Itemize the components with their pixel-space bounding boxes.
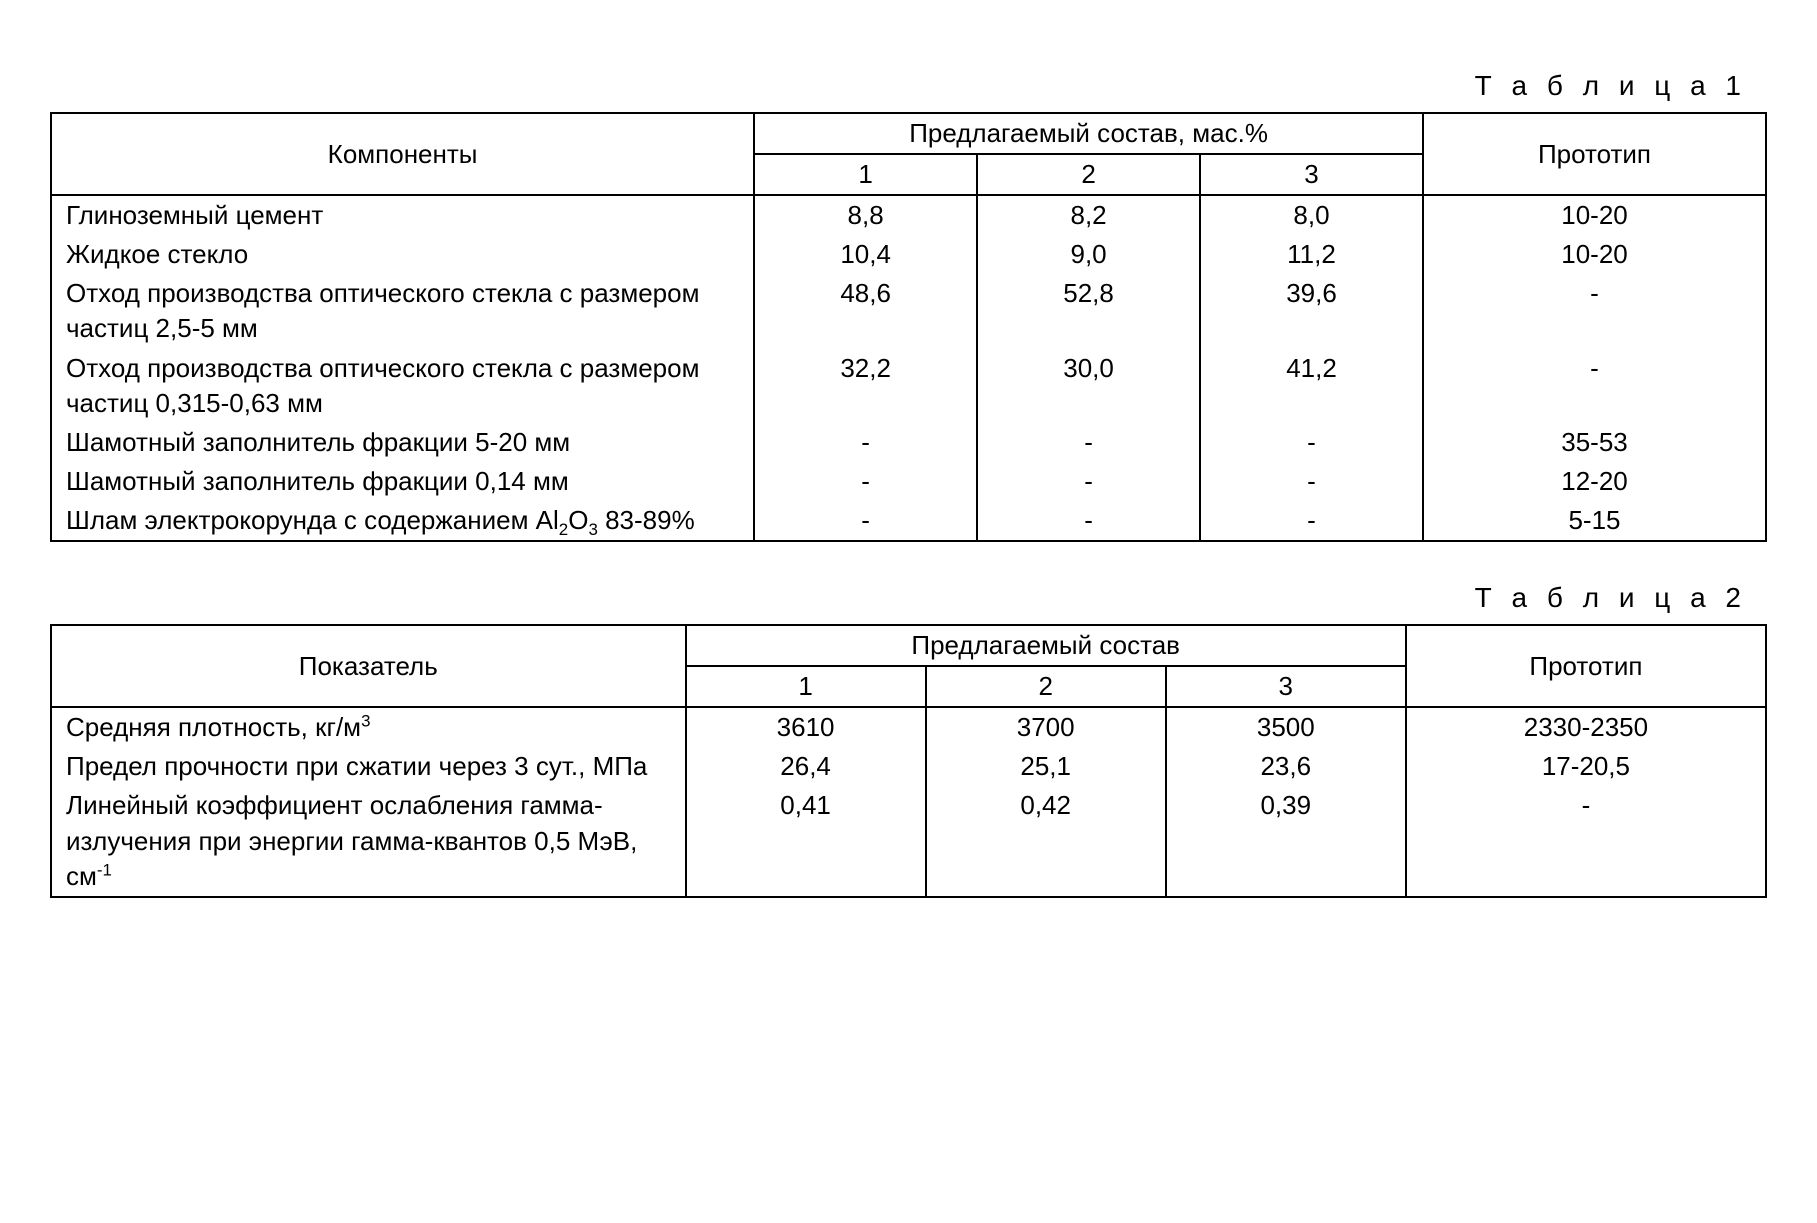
col-sub-2: 2 — [977, 154, 1200, 195]
table-2: Показатель Предлагаемый состав Прототип … — [50, 624, 1767, 898]
cell: 35-53 — [1423, 423, 1766, 462]
cell: 11,2 — [1200, 235, 1423, 274]
cell: - — [1423, 274, 1766, 348]
cell: 30,0 — [977, 349, 1200, 423]
col-sub-1: 1 — [754, 154, 977, 195]
cell: 2330-2350 — [1406, 707, 1766, 747]
table-1-wrap: Т а б л и ц а 1 Компоненты Предлагаемый … — [50, 70, 1767, 542]
table-row: Глиноземный цемент 8,8 8,2 8,0 10-20 — [51, 195, 1766, 235]
cell: 23,6 — [1166, 747, 1406, 786]
table-row: Линейный коэффициент ослабления гамма-из… — [51, 786, 1766, 896]
table-row: Средняя плотность, кг/м3 3610 3700 3500 … — [51, 707, 1766, 747]
table-1: Компоненты Предлагаемый состав, мас.% Пр… — [50, 112, 1767, 542]
cell: 9,0 — [977, 235, 1200, 274]
cell: - — [977, 501, 1200, 541]
row-label: Предел прочности при сжатии через 3 сут.… — [51, 747, 686, 786]
table-row: Шамотный заполнитель фракции 5-20 мм - -… — [51, 423, 1766, 462]
table-row: Шлам электрокорунда с содержанием Al2O3 … — [51, 501, 1766, 541]
cell: - — [1423, 349, 1766, 423]
row-label: Шамотный заполнитель фракции 0,14 мм — [51, 462, 754, 501]
cell: 0,42 — [926, 786, 1166, 896]
cell: 10-20 — [1423, 195, 1766, 235]
col-header-indicator: Показатель — [51, 625, 686, 707]
table-row: Компоненты Предлагаемый состав, мас.% Пр… — [51, 113, 1766, 154]
cell: 32,2 — [754, 349, 977, 423]
row-label: Шлам электрокорунда с содержанием Al2O3 … — [51, 501, 754, 541]
col-sub-3: 3 — [1200, 154, 1423, 195]
cell: 8,8 — [754, 195, 977, 235]
cell: 8,0 — [1200, 195, 1423, 235]
table-row: Отход производства оптического стекла с … — [51, 349, 1766, 423]
cell: - — [977, 423, 1200, 462]
row-label: Жидкое стекло — [51, 235, 754, 274]
row-label: Отход производства оптического стекла с … — [51, 274, 754, 348]
cell: 0,39 — [1166, 786, 1406, 896]
row-label: Шамотный заполнитель фракции 5-20 мм — [51, 423, 754, 462]
cell: 39,6 — [1200, 274, 1423, 348]
cell: - — [1200, 501, 1423, 541]
table-row: Шамотный заполнитель фракции 0,14 мм - -… — [51, 462, 1766, 501]
cell: 3610 — [686, 707, 926, 747]
cell: - — [1406, 786, 1766, 896]
cell: 26,4 — [686, 747, 926, 786]
col-header-proposed: Предлагаемый состав — [686, 625, 1406, 666]
cell: - — [1200, 462, 1423, 501]
cell: 3500 — [1166, 707, 1406, 747]
cell: - — [1200, 423, 1423, 462]
row-label: Линейный коэффициент ослабления гамма-из… — [51, 786, 686, 896]
row-label: Отход производства оптического стекла с … — [51, 349, 754, 423]
cell: 52,8 — [977, 274, 1200, 348]
col-sub-1: 1 — [686, 666, 926, 707]
cell: 8,2 — [977, 195, 1200, 235]
col-header-prototype: Прототип — [1423, 113, 1766, 195]
row-label: Средняя плотность, кг/м3 — [51, 707, 686, 747]
table-row: Отход производства оптического стекла с … — [51, 274, 1766, 348]
cell: 17-20,5 — [1406, 747, 1766, 786]
table-row: Жидкое стекло 10,4 9,0 11,2 10-20 — [51, 235, 1766, 274]
cell: 12-20 — [1423, 462, 1766, 501]
cell: 3700 — [926, 707, 1166, 747]
cell: - — [754, 501, 977, 541]
row-label: Глиноземный цемент — [51, 195, 754, 235]
col-sub-3: 3 — [1166, 666, 1406, 707]
cell: 5-15 — [1423, 501, 1766, 541]
cell: 10-20 — [1423, 235, 1766, 274]
table-row: Предел прочности при сжатии через 3 сут.… — [51, 747, 1766, 786]
cell: 25,1 — [926, 747, 1166, 786]
cell: 48,6 — [754, 274, 977, 348]
table-row: Показатель Предлагаемый состав Прототип — [51, 625, 1766, 666]
cell: - — [754, 423, 977, 462]
col-header-proposed: Предлагаемый состав, мас.% — [754, 113, 1423, 154]
table-1-title: Т а б л и ц а 1 — [50, 70, 1767, 102]
cell: 0,41 — [686, 786, 926, 896]
col-sub-2: 2 — [926, 666, 1166, 707]
col-header-prototype: Прототип — [1406, 625, 1766, 707]
cell: - — [977, 462, 1200, 501]
cell: - — [754, 462, 977, 501]
col-header-components: Компоненты — [51, 113, 754, 195]
cell: 41,2 — [1200, 349, 1423, 423]
cell: 10,4 — [754, 235, 977, 274]
table-2-title: Т а б л и ц а 2 — [50, 582, 1767, 614]
table-2-wrap: Т а б л и ц а 2 Показатель Предлагаемый … — [50, 582, 1767, 898]
